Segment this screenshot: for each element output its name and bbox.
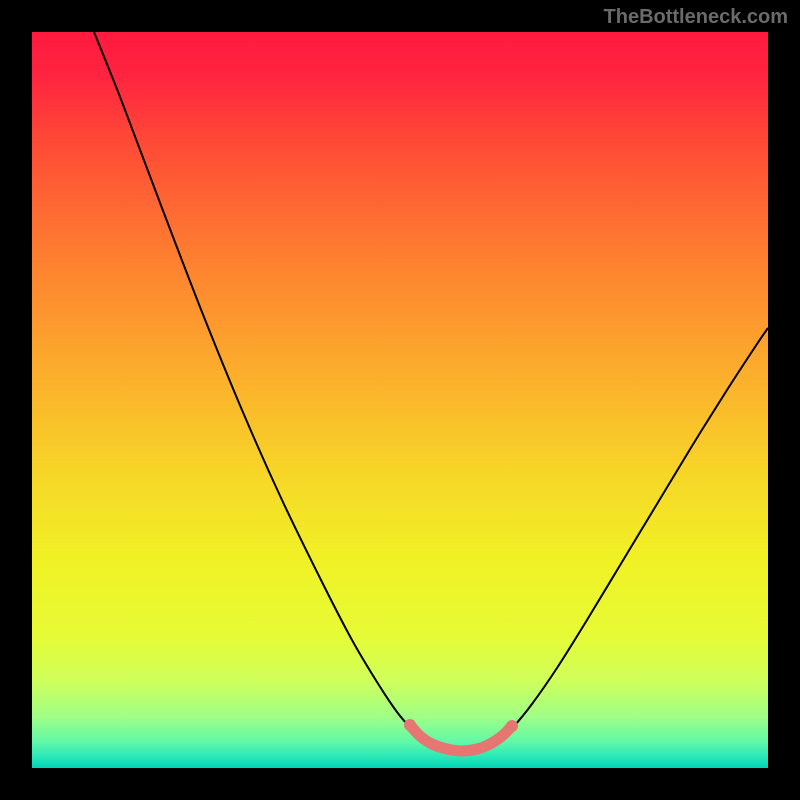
curves-layer: [32, 32, 768, 768]
chart-frame: TheBottleneck.com: [0, 0, 800, 800]
plot-area: [32, 32, 768, 768]
trough-dot-left: [404, 719, 416, 731]
watermark-text: TheBottleneck.com: [604, 6, 788, 29]
trough-segment: [410, 725, 512, 751]
curve-left: [94, 32, 420, 736]
curve-right: [502, 328, 768, 736]
trough-dot-right: [506, 720, 518, 732]
